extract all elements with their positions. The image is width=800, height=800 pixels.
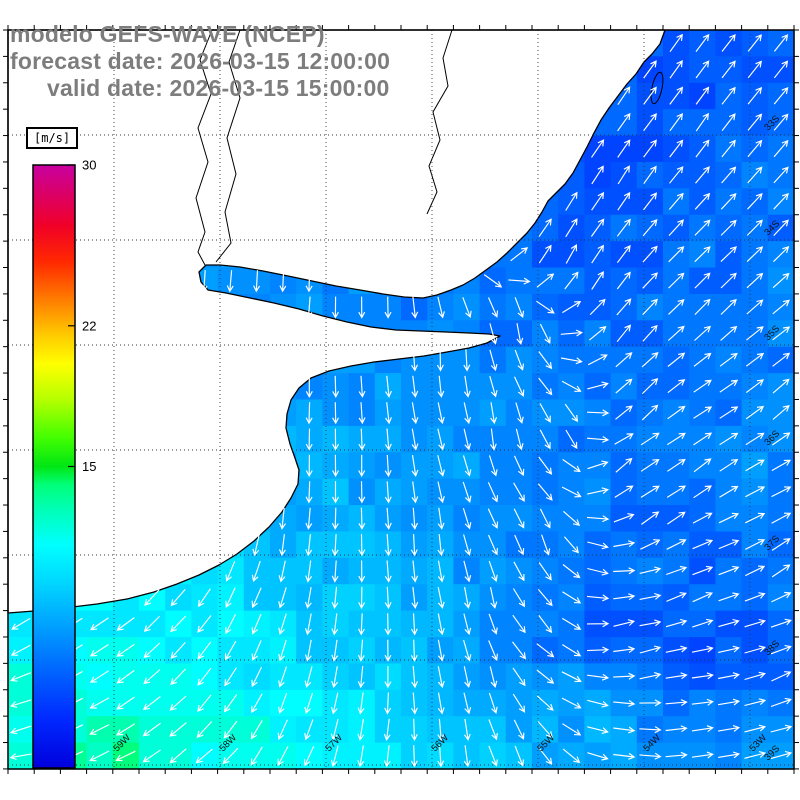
colorbar-tick-label: 30 <box>82 158 96 173</box>
colorbar: 30 22 15 <box>32 158 96 769</box>
colorbar-tick-label: 22 <box>82 318 96 333</box>
colorbar-tick-label: 15 <box>82 459 96 474</box>
river-line <box>426 29 453 215</box>
model-title: modelo GEFS-WAVE (NCEP) <box>10 21 325 47</box>
valid-date-line: valid date: 2026-03-15 15:00:00 <box>47 75 390 101</box>
land-coastline <box>7 29 666 614</box>
colorbar-unit-label: [m/s] <box>26 127 79 149</box>
coastal-lagoon <box>650 71 664 105</box>
forecast-date-line: forecast date: 2026-03-15 12:00:00 <box>10 48 391 74</box>
river-line <box>195 29 213 266</box>
graticule-grid <box>8 30 794 769</box>
plot-titles: modelo GEFS-WAVE (NCEP) forecast date: 2… <box>10 21 390 102</box>
plot-frame <box>3 25 799 774</box>
river-line <box>215 29 241 263</box>
